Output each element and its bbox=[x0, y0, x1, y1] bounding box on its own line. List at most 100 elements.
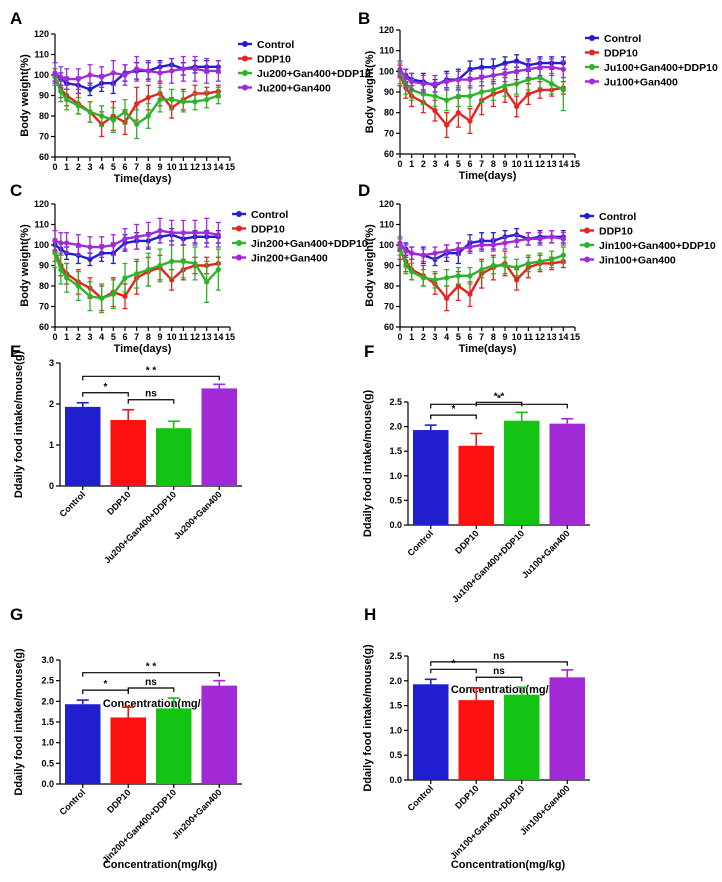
series-jin100-gan400-ddp10 bbox=[397, 238, 566, 289]
series-ju100-gan400-ddp10 bbox=[397, 62, 566, 112]
data-point bbox=[204, 68, 210, 74]
data-point bbox=[110, 291, 116, 297]
data-point bbox=[134, 271, 140, 277]
data-point bbox=[145, 267, 151, 273]
legend-label: Control bbox=[604, 33, 641, 45]
x-tick-label: 4 bbox=[444, 332, 449, 342]
data-point bbox=[514, 68, 520, 74]
series-line bbox=[53, 252, 220, 300]
x-tick-label: 9 bbox=[502, 332, 507, 342]
bracket-line bbox=[82, 375, 220, 381]
data-point bbox=[87, 256, 93, 262]
data-point bbox=[490, 72, 496, 79]
series-line bbox=[399, 59, 564, 88]
significance-label: ns bbox=[145, 389, 157, 400]
x-tick-label: 2 bbox=[421, 159, 426, 169]
bar bbox=[156, 428, 192, 486]
x-tick-label: Jin100+Gan400+DDP10 bbox=[448, 783, 526, 861]
y-tick-label: 80 bbox=[384, 108, 394, 118]
bracket-line bbox=[82, 392, 129, 397]
data-point bbox=[537, 64, 543, 70]
x-tick-label: Ju100+Gan400 bbox=[520, 528, 572, 580]
data-point bbox=[525, 236, 531, 242]
data-point bbox=[409, 79, 415, 85]
data-point bbox=[444, 122, 450, 128]
y-tick-label: 2.5 bbox=[389, 397, 402, 407]
legend-marker bbox=[242, 84, 248, 91]
data-point bbox=[502, 83, 508, 89]
legend-label: Ju100+Gan400 bbox=[604, 77, 678, 89]
legend-label: Jin100+Gan400+DDP10 bbox=[599, 240, 716, 252]
data-point bbox=[204, 230, 210, 236]
x-tick-label: 3 bbox=[87, 332, 92, 342]
series-ju200-gan400 bbox=[52, 55, 221, 90]
data-point bbox=[525, 260, 531, 267]
y-tick-label: 110 bbox=[34, 50, 49, 60]
legend-marker bbox=[236, 225, 242, 232]
panel-label: G bbox=[10, 605, 23, 624]
x-tick-label: 2 bbox=[421, 332, 426, 342]
data-point bbox=[169, 277, 175, 283]
data-point bbox=[444, 79, 450, 85]
data-point bbox=[397, 66, 403, 72]
y-tick-label: 110 bbox=[379, 220, 394, 230]
bar bbox=[201, 685, 237, 784]
y-tick-label: 110 bbox=[379, 46, 394, 56]
legend-label: Control bbox=[251, 209, 288, 221]
significance-bracket: * * bbox=[82, 365, 220, 381]
data-point bbox=[479, 74, 485, 81]
x-tick-label: 14 bbox=[558, 159, 568, 169]
data-point bbox=[192, 260, 198, 267]
x-tick-label: 5 bbox=[456, 159, 461, 169]
data-point bbox=[420, 275, 426, 281]
panel-label: E bbox=[10, 342, 21, 361]
legend-marker bbox=[242, 41, 248, 47]
data-point bbox=[479, 89, 485, 95]
x-tick-label: 4 bbox=[99, 332, 104, 342]
series-line bbox=[54, 233, 219, 261]
y-axis-label: Body weight(%) bbox=[364, 224, 376, 307]
x-tick-label: 9 bbox=[502, 159, 507, 169]
data-point bbox=[514, 103, 520, 110]
series-line bbox=[398, 248, 564, 301]
legend-label: Ju200+Gan400 bbox=[257, 83, 331, 95]
y-tick-label: 120 bbox=[34, 199, 49, 209]
data-point bbox=[467, 66, 473, 72]
data-point bbox=[99, 295, 105, 301]
data-point bbox=[75, 103, 81, 109]
bar bbox=[110, 419, 146, 486]
data-point bbox=[432, 108, 438, 114]
series-jin100-gan400 bbox=[397, 229, 566, 263]
legend-marker bbox=[236, 211, 242, 217]
data-point bbox=[58, 74, 64, 80]
x-tick-label: 7 bbox=[134, 332, 139, 342]
y-axis-label: Body weight(%) bbox=[364, 50, 376, 133]
data-point bbox=[110, 242, 116, 248]
data-point bbox=[58, 267, 64, 273]
data-point bbox=[467, 77, 473, 83]
data-point bbox=[58, 240, 64, 246]
y-tick-label: 3 bbox=[49, 358, 54, 368]
significance-label: ns bbox=[493, 651, 505, 662]
significance-bracket: ns bbox=[475, 666, 523, 682]
data-point bbox=[145, 68, 151, 74]
data-point bbox=[134, 66, 140, 72]
data-point bbox=[537, 87, 543, 93]
y-tick-label: 0.0 bbox=[41, 779, 54, 789]
significance-label: * bbox=[452, 658, 456, 669]
y-tick-label: 100 bbox=[34, 70, 49, 80]
data-point bbox=[99, 113, 105, 119]
y-tick-label: 2.0 bbox=[41, 696, 54, 706]
legend-marker bbox=[236, 254, 242, 261]
series-line bbox=[398, 72, 564, 102]
legend-marker bbox=[242, 70, 248, 76]
bar-chart-h: H 0.0 0.5 1.0 1.5 2.0 2.5 Ddaily food intake/mo… bbox=[362, 605, 590, 871]
data-point bbox=[455, 93, 461, 99]
x-tick-label: Jin200+Gan400 bbox=[170, 787, 224, 841]
data-point bbox=[122, 293, 128, 299]
data-point bbox=[52, 250, 58, 256]
bar bbox=[458, 445, 494, 525]
bracket-line bbox=[127, 687, 175, 693]
data-point bbox=[502, 70, 508, 76]
